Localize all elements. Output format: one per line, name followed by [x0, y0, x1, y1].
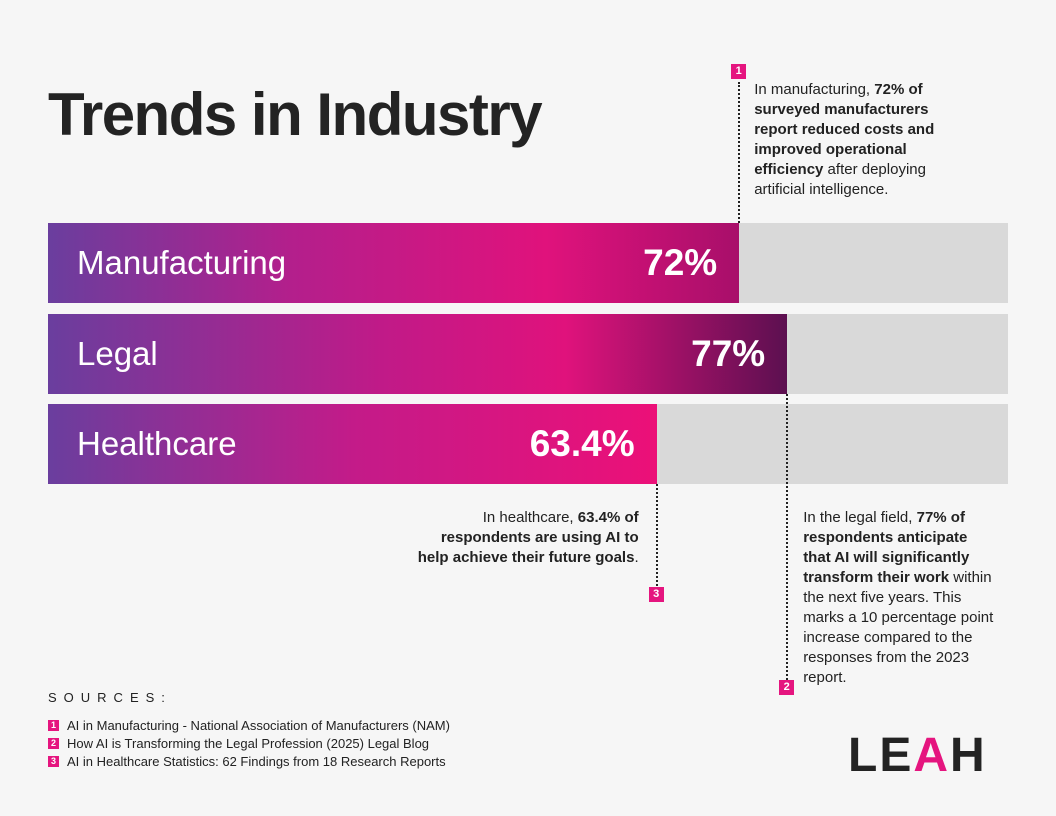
- sources-heading: SOURCES:: [48, 690, 172, 705]
- value-label: 63.4%: [529, 423, 635, 464]
- source-text: AI in Healthcare Statistics: 62 Findings…: [67, 754, 446, 769]
- category-label: Healthcare: [77, 425, 237, 462]
- source-item: 2 How AI is Transforming the Legal Profes…: [48, 736, 429, 751]
- source-badge: 1: [48, 720, 59, 731]
- source-badge: 2: [48, 738, 59, 749]
- source-item: 3 AI in Healthcare Statistics: 62 Finding…: [48, 754, 446, 769]
- bar-healthcare: Healthcare 63.4%: [48, 404, 657, 484]
- value-label: 77%: [691, 333, 766, 374]
- value-label: 72%: [643, 242, 718, 283]
- category-label: Manufacturing: [77, 244, 287, 281]
- source-text: AI in Manufacturing - National Associati…: [67, 718, 450, 733]
- annotation-text: In the legal field, 77% of respondents a…: [803, 509, 994, 686]
- dotted-connector: [655, 484, 658, 586]
- annotation-badge: 2: [779, 680, 795, 695]
- bar-track: Legal 77%: [48, 314, 1008, 394]
- dotted-connector: [786, 394, 789, 680]
- annotation-badge: 3: [648, 587, 664, 602]
- category-label: Legal: [77, 335, 158, 372]
- leah-logo: LEAH: [848, 729, 987, 782]
- bar-track: Healthcare 63.4%: [48, 404, 1008, 484]
- annotation-text: In healthcare, 63.4% of respondents are …: [417, 509, 639, 566]
- page-title: Trends in Industry: [48, 81, 543, 148]
- bar-legal: Legal 77%: [48, 314, 788, 394]
- annotation-text: In manufacturing, 72% of surveyed manufa…: [754, 81, 935, 198]
- source-badge: 3: [48, 756, 59, 767]
- source-item: 1 AI in Manufacturing - National Associat…: [48, 718, 450, 733]
- annotation-badge: 1: [731, 64, 747, 79]
- bar-track: Manufacturing 72%: [48, 223, 1008, 303]
- bar-manufacturing: Manufacturing 72%: [48, 223, 740, 303]
- dotted-connector: [738, 82, 741, 223]
- source-text: How AI is Transforming the Legal Profess…: [67, 736, 430, 751]
